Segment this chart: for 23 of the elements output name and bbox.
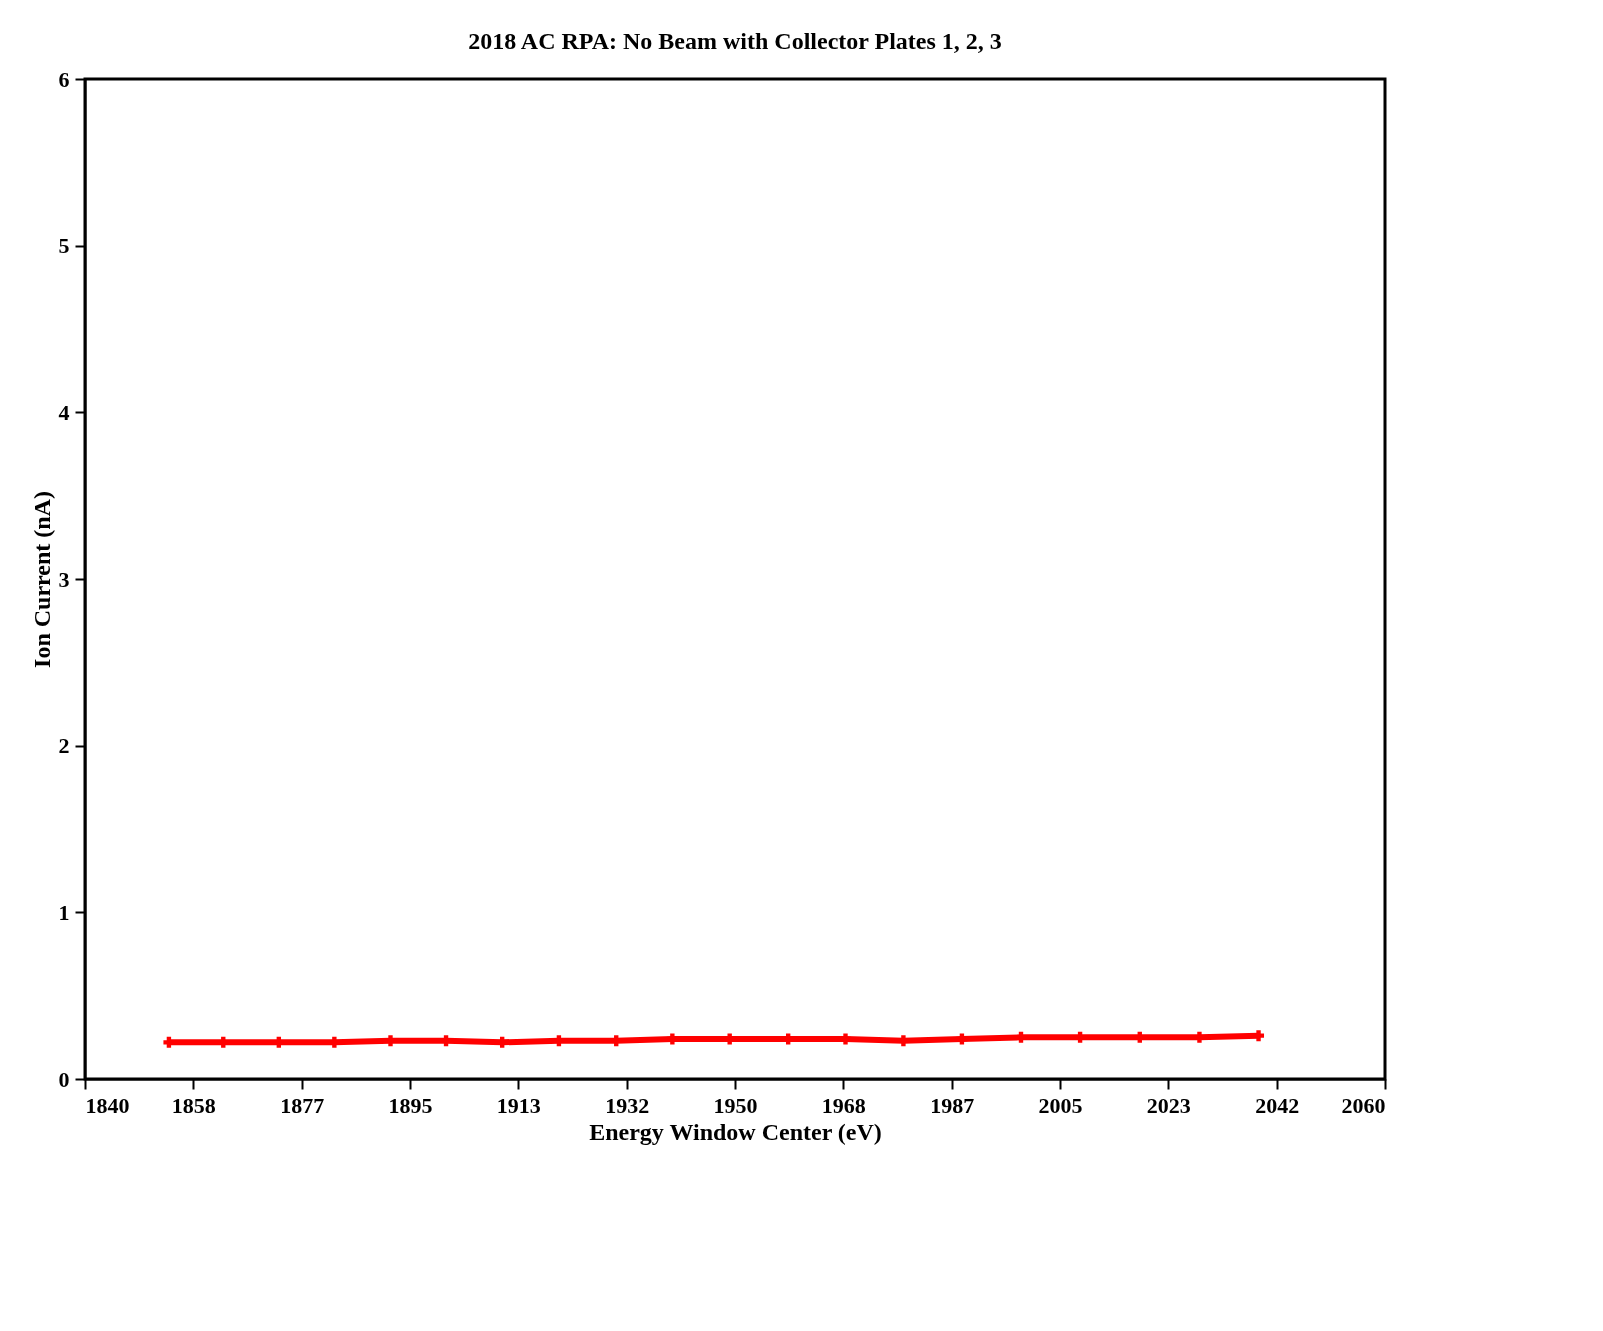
x-tick-label: 2042 <box>1255 1092 1300 1118</box>
x-tick-label: 1840 <box>85 1092 130 1118</box>
x-tick-label: 1858 <box>171 1092 216 1118</box>
x-tick-label: 1932 <box>605 1092 650 1118</box>
x-tick-label: 1968 <box>821 1092 866 1118</box>
x-axis-title: Energy Window Center (eV) <box>589 1118 882 1145</box>
x-tick-label: 2060 <box>1341 1092 1386 1118</box>
x-tick-label: 1950 <box>713 1092 758 1118</box>
y-tick-label: 0 <box>58 1066 70 1092</box>
y-tick-label: 3 <box>58 566 70 592</box>
x-tick-label: 1913 <box>496 1092 541 1118</box>
y-axis-title: Ion Current (nA) <box>28 491 55 668</box>
y-tick-label: 6 <box>58 66 70 92</box>
x-tick-label: 1895 <box>388 1092 433 1118</box>
y-tick-label: 2 <box>58 733 70 759</box>
x-tick-label: 2023 <box>1146 1092 1191 1118</box>
y-tick-label: 5 <box>58 233 70 259</box>
y-tick-label: 4 <box>58 399 70 425</box>
x-tick-label: 2005 <box>1038 1092 1083 1118</box>
y-tick-label: 1 <box>58 899 70 925</box>
x-tick-label: 1987 <box>930 1092 975 1118</box>
chart-title: 2018 AC RPA: No Beam with Collector Plates 1, 2, 3 <box>468 28 1002 54</box>
x-tick-label: 1877 <box>280 1092 325 1118</box>
